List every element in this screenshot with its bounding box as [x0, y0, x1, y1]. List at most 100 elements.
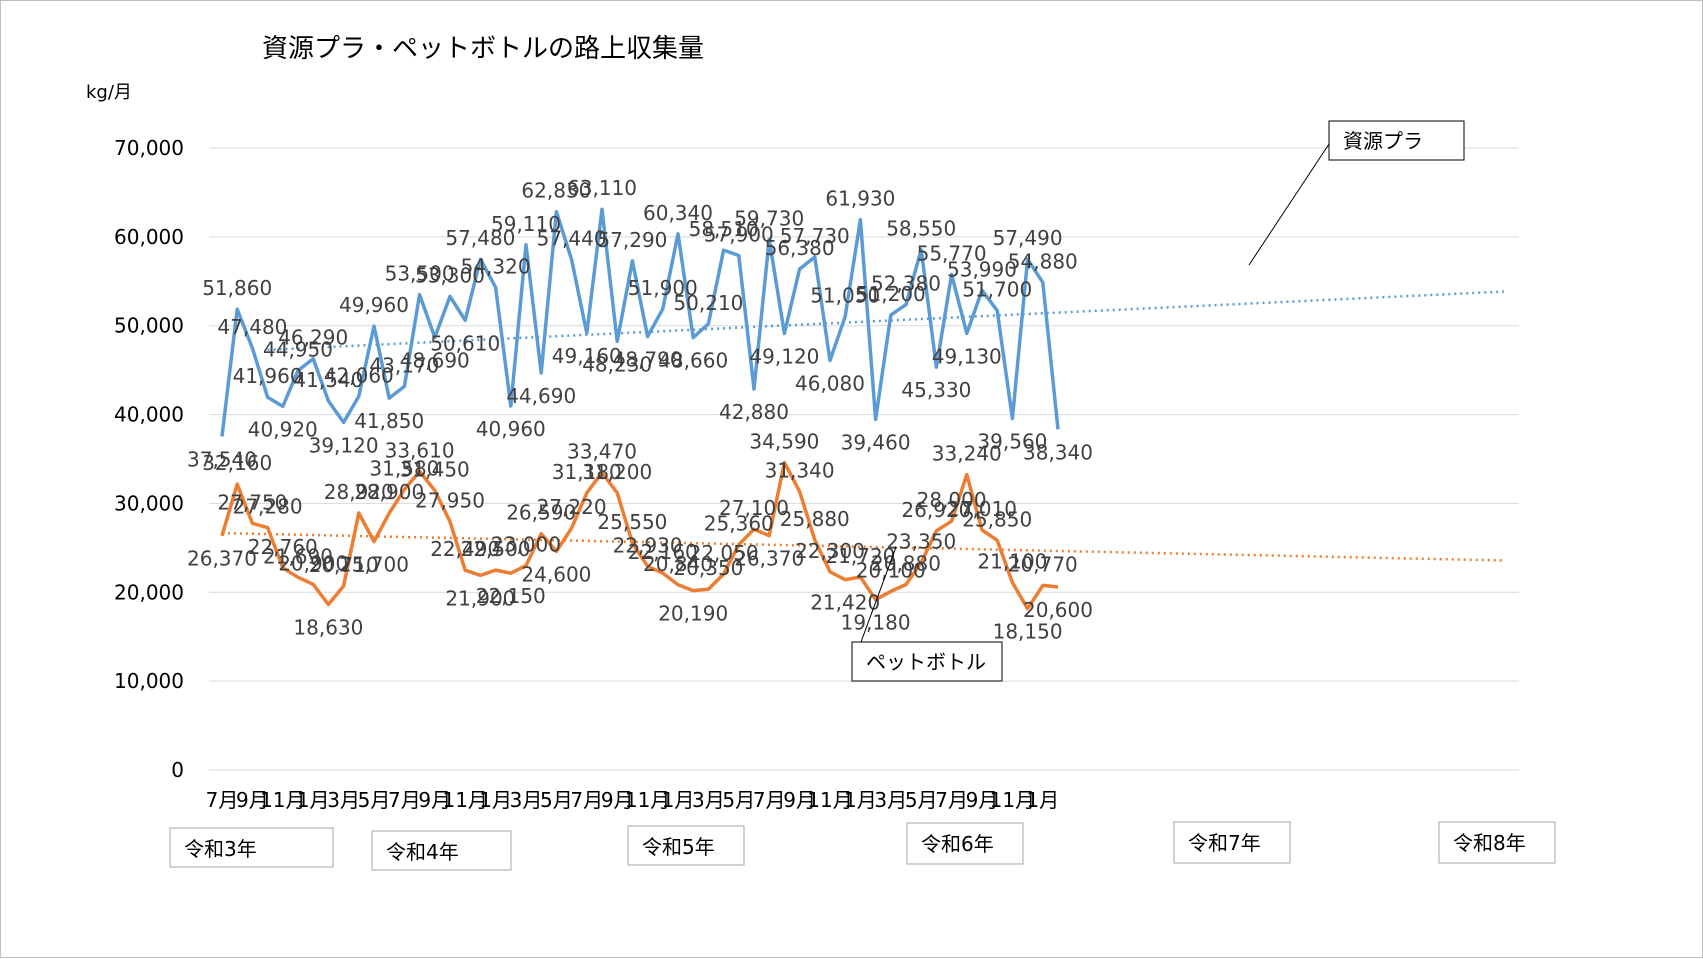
data-label: 20,770: [1008, 552, 1078, 576]
x-tick-label: 3月: [327, 788, 360, 812]
x-tick-label: 1月: [844, 788, 877, 812]
data-label: 48,230: [582, 352, 652, 376]
callout-plastic: 資源プラ: [1248, 120, 1465, 266]
data-label: 39,460: [841, 430, 911, 454]
data-label: 25,360: [704, 512, 774, 536]
data-label: 41,540: [293, 368, 363, 392]
data-label: 18,630: [293, 615, 363, 639]
y-tick-label: 30,000: [114, 491, 184, 515]
data-label: 22,150: [476, 584, 546, 608]
unit-label: kg/月: [86, 82, 132, 103]
data-label: 21,690: [263, 544, 333, 568]
year-label: 令和6年: [906, 822, 1024, 865]
data-label: 31,180: [552, 460, 622, 484]
callout-leader: [1248, 140, 1332, 266]
data-label: 51,700: [962, 278, 1032, 302]
data-label: 24,600: [521, 562, 591, 586]
x-tick-label: 5月: [722, 788, 755, 812]
data-label: 27,280: [233, 495, 303, 519]
data-label: 57,480: [445, 226, 515, 250]
data-label: 58,550: [886, 217, 956, 241]
y-axis-ticks: 0 10,000 20,000 30,000 40,000 50,000 60,000 70,…: [114, 136, 184, 782]
y-tick-label: 60,000: [114, 225, 184, 249]
data-label: 59,730: [734, 206, 804, 230]
data-label: 41,850: [354, 409, 424, 433]
x-tick-label: 3月: [874, 788, 907, 812]
data-label: 31,450: [400, 458, 470, 482]
x-tick-label: 9月: [418, 788, 451, 812]
x-axis-ticks: 7月9月11月1月3月5月7月9月11月1月3月5月7月9月11月1月3月5月7…: [206, 788, 1060, 812]
data-label: 56,380: [765, 236, 835, 260]
gridlines: [209, 147, 1519, 771]
x-tick-label: 9月: [236, 788, 269, 812]
y-tick-label: 40,000: [114, 403, 184, 427]
data-label: 27,950: [415, 489, 485, 513]
data-label: 47,480: [217, 315, 287, 339]
data-label: 50,610: [430, 331, 500, 355]
x-tick-label: 5月: [358, 788, 391, 812]
data-label: 20,190: [658, 602, 728, 626]
data-label: 22,050: [689, 541, 759, 565]
x-tick-label: 1月: [662, 788, 695, 812]
trendline-plastic: [267, 290, 1505, 352]
data-label: 53,500: [385, 262, 455, 286]
data-label: 31,580: [369, 456, 439, 480]
year-text: 令和4年: [386, 840, 459, 864]
data-label: 41,960: [233, 364, 303, 388]
data-label: 20,880: [871, 551, 941, 575]
data-label: 22,490: [430, 537, 500, 561]
data-label: 61,930: [825, 187, 895, 211]
data-label: 39,560: [977, 429, 1047, 453]
data-label: 46,290: [278, 326, 348, 350]
callout-text: 資源プラ: [1343, 129, 1423, 153]
data-label: 28,000: [917, 488, 987, 512]
data-label: 42,880: [719, 400, 789, 424]
data-label: 33,610: [385, 438, 455, 462]
data-label: 22,930: [613, 533, 683, 557]
x-tick-label: 3月: [692, 788, 725, 812]
data-label: 51,050: [810, 283, 880, 307]
callout-box: [1328, 120, 1465, 161]
x-tick-label: 7月: [388, 788, 421, 812]
data-label: 20,710: [309, 553, 379, 577]
data-label: 46,080: [795, 372, 865, 396]
data-label: 57,290: [597, 228, 667, 252]
data-label: 22,300: [795, 539, 865, 563]
data-label: 34,590: [749, 430, 819, 454]
x-tick-label: 1月: [479, 788, 512, 812]
callout-petbottle: ペットボトル: [851, 546, 1003, 682]
data-label: 44,690: [506, 384, 576, 408]
data-label: 28,920: [324, 480, 394, 504]
x-tick-label: 9月: [966, 788, 999, 812]
data-label: 20,900: [278, 551, 348, 575]
data-label: 57,730: [780, 224, 850, 248]
x-tick-label: 7月: [206, 788, 239, 812]
data-label: 25,700: [339, 553, 409, 577]
x-tick-label: 5月: [905, 788, 938, 812]
data-label: 53,300: [415, 263, 485, 287]
year-label: 令和4年: [371, 830, 512, 871]
x-tick-label: 11月: [625, 788, 670, 812]
data-label: 26,920: [901, 498, 971, 522]
x-tick-label: 11月: [990, 788, 1035, 812]
year-text: 令和6年: [921, 832, 994, 856]
series-lines: [220, 207, 1060, 611]
data-label: 50,210: [673, 291, 743, 315]
data-label: 60,340: [643, 201, 713, 225]
data-label: 26,590: [506, 501, 576, 525]
year-text: 令和3年: [184, 837, 257, 861]
data-label: 48,660: [658, 349, 728, 373]
year-box: [1438, 821, 1556, 864]
data-label: 62,830: [521, 179, 591, 203]
data-label: 23,350: [886, 530, 956, 554]
x-tick-label: 1月: [1026, 788, 1059, 812]
chart-title: 資源プラ・ペットボトルの路上収集量: [262, 34, 704, 64]
data-label: 20,600: [1023, 598, 1093, 622]
data-label: 27,010: [947, 497, 1017, 521]
data-label: 33,470: [567, 440, 637, 464]
x-tick-label: 1月: [297, 788, 330, 812]
y-tick-label: 70,000: [114, 136, 184, 160]
x-tick-label: 3月: [510, 788, 543, 812]
